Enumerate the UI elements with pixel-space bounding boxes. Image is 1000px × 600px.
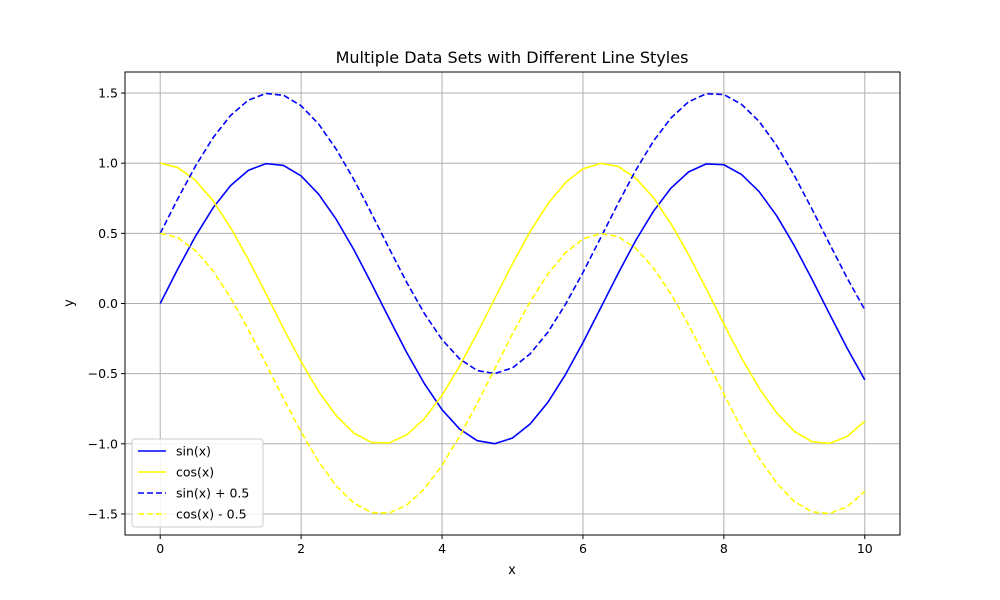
legend-label: cos(x) [176,465,214,480]
y-tick-label: 1.0 [98,156,118,171]
legend: sin(x) cos(x) sin(x) + 0.5 cos(x) - 0.5 [131,438,264,528]
x-tick-label: 0 [156,541,164,556]
legend-label: sin(x) [176,444,211,459]
series-line-3 [159,92,866,375]
y-tick-label: −1.0 [88,436,118,451]
series-line-4 [160,232,866,515]
axis-ticks: 0 2 4 6 8 10 −1.5 −1.0 −0.5 0.0 0.5 1.0 1.5 [88,86,873,556]
x-tick-label: 2 [297,541,305,556]
y-tick-label: 0.0 [98,296,118,311]
y-tick-label: −0.5 [88,366,118,381]
y-axis-label: y [62,299,77,307]
series-line-2 [160,162,866,445]
legend-label: sin(x) + 0.5 [176,486,249,501]
x-tick-label: 8 [720,541,728,556]
chart-title: Multiple Data Sets with Different Line S… [336,48,689,67]
y-tick-label: −1.5 [88,506,118,521]
y-tick-label: 0.5 [98,226,118,241]
x-tick-label: 6 [579,541,587,556]
legend-box [131,438,264,528]
legend-label: cos(x) - 0.5 [176,507,247,522]
x-axis-label: x [508,563,516,578]
x-tick-label: 10 [857,541,873,556]
series-line-1 [159,162,866,445]
grid [125,72,900,535]
x-tick-label: 4 [438,541,446,556]
y-tick-label: 1.5 [98,86,118,101]
plot-lines [159,92,866,515]
